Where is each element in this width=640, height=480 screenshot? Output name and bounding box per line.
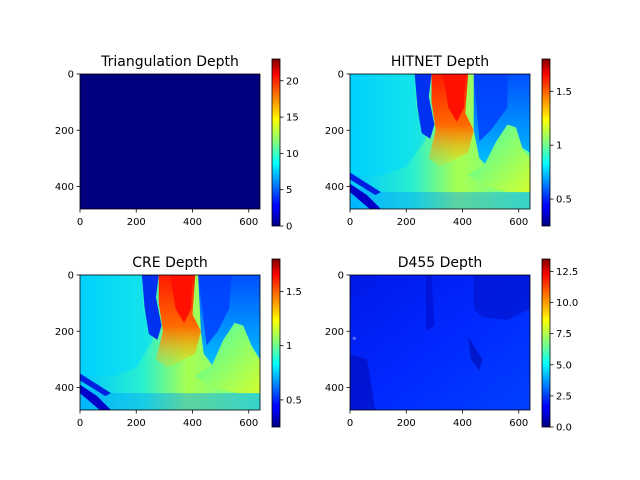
- colorbar-tick-label: 1.5: [286, 287, 302, 298]
- y-tick-label: 0: [68, 271, 74, 282]
- axis-ticks: 0 200 400 600 0 200 400: [55, 70, 258, 229]
- colorbar-tick-label: 0.0: [556, 423, 572, 434]
- subplot-d455: D455 Depth 0 200 400 600 0 200 400 0.0 2.5 5.0 7.…: [325, 255, 578, 434]
- colorbar-tick-label: 5.0: [556, 360, 572, 371]
- heatmap-image: [80, 74, 260, 209]
- x-tick-label: 0: [77, 217, 83, 228]
- axis-ticks: 0 200 400 600 0 200 400: [55, 271, 258, 430]
- x-tick-label: 400: [453, 217, 472, 228]
- y-tick-label: 400: [55, 182, 74, 193]
- colorbar-ticks: 0.5 1 1.5: [550, 87, 572, 206]
- x-tick-label: 600: [239, 217, 258, 228]
- colorbar-tick-label: 2.5: [556, 391, 572, 402]
- x-tick-label: 200: [397, 418, 416, 429]
- subplot-triangulation: Triangulation Depth 0 200 400 600 0 200 400 0 5…: [55, 54, 299, 233]
- axes-frame: [79, 274, 261, 411]
- subplot-hitnet: HITNET Depth 0 200 400 600 0 200 400: [325, 54, 572, 228]
- colorbar-tick-label: 1: [556, 141, 562, 152]
- colorbar: 0 5 10 15 20: [271, 58, 299, 233]
- colorbar-tick-label: 7.5: [556, 329, 572, 340]
- colorbar-tick-label: 12.5: [556, 267, 578, 278]
- x-tick-label: 400: [183, 217, 202, 228]
- x-tick-label: 200: [127, 418, 146, 429]
- y-tick-label: 200: [325, 327, 344, 338]
- colorbar-frame: [541, 258, 551, 428]
- x-tick-label: 600: [509, 418, 528, 429]
- x-tick-label: 0: [77, 418, 83, 429]
- heatmap-image: [80, 275, 260, 410]
- colorbar-gradient: [272, 259, 280, 427]
- y-tick-label: 0: [338, 70, 344, 81]
- colorbar: 0.0 2.5 5.0 7.5 10.0 12.5: [541, 258, 578, 434]
- y-tick-label: 400: [55, 383, 74, 394]
- colorbar: 0.5 1 1.5: [541, 58, 572, 227]
- axis-ticks: 0 200 400 600 0 200 400: [325, 70, 528, 229]
- y-tick-label: 0: [68, 70, 74, 81]
- axes-frame: [79, 73, 261, 210]
- subplot-title: HITNET Depth: [391, 54, 489, 70]
- subplot-title: Triangulation Depth: [100, 54, 239, 70]
- x-tick-label: 400: [453, 418, 472, 429]
- colorbar-tick-label: 0: [286, 222, 292, 233]
- colorbar-tick-label: 15: [286, 113, 299, 124]
- x-tick-label: 600: [239, 418, 258, 429]
- colorbar-frame: [271, 258, 281, 428]
- subplot-title: CRE Depth: [132, 255, 207, 271]
- colorbar-tick-label: 10: [286, 149, 299, 160]
- x-tick-label: 200: [127, 217, 146, 228]
- y-tick-label: 400: [325, 383, 344, 394]
- colorbar-gradient: [542, 59, 550, 226]
- y-tick-label: 400: [325, 182, 344, 193]
- colorbar-frame: [541, 58, 551, 227]
- x-tick-label: 0: [347, 217, 353, 228]
- colorbar-ticks: 0 5 10 15 20: [280, 76, 299, 233]
- x-tick-label: 400: [183, 418, 202, 429]
- colorbar-tick-label: 1.5: [556, 87, 572, 98]
- colorbar: 0.5 1 1.5: [271, 258, 302, 428]
- colorbar-tick-label: 10.0: [556, 298, 578, 309]
- axes-frame: [349, 73, 531, 210]
- y-tick-label: 200: [325, 126, 344, 137]
- subplot-title: D455 Depth: [398, 255, 483, 271]
- colorbar-ticks: 0.5 1 1.5: [280, 287, 302, 406]
- y-tick-label: 0: [338, 271, 344, 282]
- y-tick-label: 200: [55, 126, 74, 137]
- axes-frame: [349, 274, 531, 411]
- subplot-cre: CRE Depth 0 200 400 600 0 200 400 0.5 1 1.5: [55, 255, 302, 429]
- x-tick-label: 600: [509, 217, 528, 228]
- y-tick-label: 200: [55, 327, 74, 338]
- colorbar-tick-label: 1: [286, 341, 292, 352]
- colorbar-tick-label: 20: [286, 76, 299, 87]
- colorbar-frame: [271, 58, 281, 227]
- heatmap-image: [350, 74, 530, 209]
- heatmap-image: [350, 275, 530, 410]
- x-tick-label: 0: [347, 418, 353, 429]
- colorbar-tick-label: 0.5: [556, 195, 572, 206]
- colorbar-tick-label: 0.5: [286, 395, 302, 406]
- x-tick-label: 200: [397, 217, 416, 228]
- colorbar-tick-label: 5: [286, 185, 292, 196]
- axis-ticks: 0 200 400 600 0 200 400: [325, 271, 528, 430]
- colorbar-gradient: [272, 59, 280, 226]
- colorbar-ticks: 0.0 2.5 5.0 7.5 10.0 12.5: [550, 267, 578, 434]
- colorbar-gradient: [542, 259, 550, 427]
